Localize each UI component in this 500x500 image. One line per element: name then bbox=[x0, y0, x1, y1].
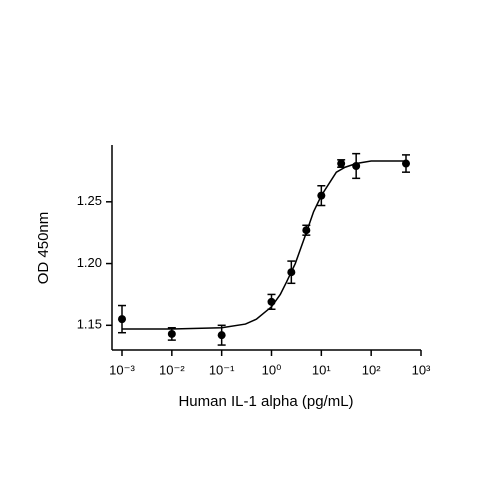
fit-curve bbox=[122, 160, 406, 330]
data-point bbox=[117, 315, 126, 324]
x-tick-label: 10⁰ bbox=[262, 362, 282, 377]
x-tick-label: 10⁻³ bbox=[109, 362, 135, 377]
data-point bbox=[217, 331, 226, 340]
y-tick-label: 1.25 bbox=[77, 193, 102, 208]
data-point bbox=[337, 159, 346, 168]
x-tick-label: 10² bbox=[362, 362, 381, 377]
x-tick-label: 10¹ bbox=[312, 362, 331, 377]
y-axis-label: OD 450nm bbox=[35, 212, 52, 285]
x-axis-label: Human IL-1 alpha (pg/mL) bbox=[178, 393, 353, 410]
y-tick-label: 1.15 bbox=[77, 317, 102, 332]
x-tick-label: 10³ bbox=[412, 362, 431, 377]
x-tick-label: 10⁻¹ bbox=[209, 362, 235, 377]
data-point bbox=[167, 329, 176, 338]
x-tick-label: 10⁻² bbox=[159, 362, 185, 377]
y-tick-label: 1.20 bbox=[77, 255, 102, 270]
